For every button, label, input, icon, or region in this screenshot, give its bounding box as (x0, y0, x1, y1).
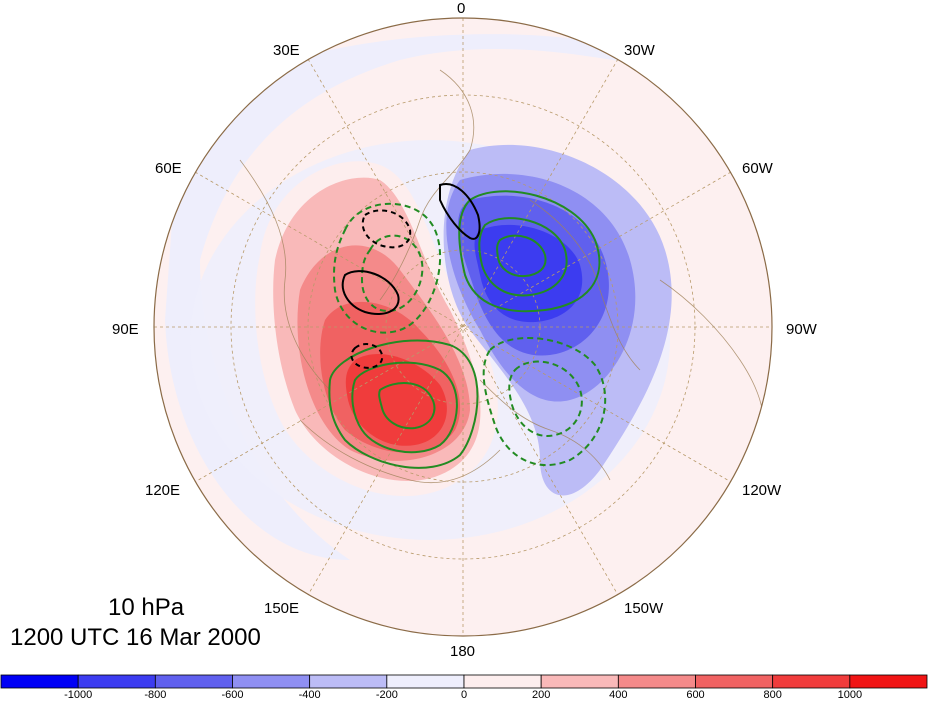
colorbar-swatch (154, 674, 233, 689)
lon-label-30e: 30E (273, 42, 300, 59)
colorbar-tick-label: 800 (763, 689, 782, 701)
colorbar-swatch (309, 674, 388, 689)
lon-label-180: 180 (450, 643, 476, 660)
colorbar-swatch (77, 674, 156, 689)
colorbar-swatch (463, 674, 542, 689)
colorbar-swatch (0, 674, 79, 689)
colorbar-tick-label: -400 (298, 689, 321, 701)
colorbar-swatch (540, 674, 619, 689)
lon-label-60e: 60E (155, 160, 182, 177)
lon-label-60w: 60W (742, 160, 773, 177)
lon-label-30w: 30W (624, 42, 655, 59)
colorbar-swatch (232, 674, 311, 689)
colorbar (0, 674, 928, 689)
negative-contour-outer (458, 190, 601, 313)
colorbar-tick-label: -600 (221, 689, 244, 701)
colorbar-tick-label: -800 (144, 689, 167, 701)
colorbar-swatch (617, 674, 696, 689)
lon-label-150e: 150E (264, 600, 300, 617)
colorbar-tick-label: 1000 (837, 689, 863, 701)
dashed-contour-east-inner (508, 360, 583, 437)
colorbar-tick-label: 200 (531, 689, 551, 701)
title-time: 1200 UTC 16 Mar 2000 (10, 624, 261, 651)
lon-label-150w: 150W (624, 600, 664, 617)
lon-label-90w: 90W (786, 321, 817, 338)
negative-contour-mid (478, 217, 568, 297)
black-dashed-contour-2 (350, 343, 384, 369)
positive-contour-mid (351, 361, 458, 454)
colorbar-swatch (849, 674, 928, 689)
negative-contour-inner (496, 234, 547, 278)
dashed-contour-west-inner (360, 234, 424, 312)
lon-label-90e: 90E (112, 321, 139, 338)
colorbar-tick-label: 400 (609, 689, 628, 701)
title-level: 10 hPa (108, 594, 185, 621)
map-boundary (153, 17, 773, 637)
black-contour-west (341, 270, 400, 315)
dashed-contour-east (482, 337, 607, 466)
colorbar-tick-label: 600 (686, 689, 705, 701)
black-contour-north (439, 183, 481, 240)
positive-contour-outer (328, 339, 479, 469)
colorbar-tick-label: -1000 (64, 689, 93, 701)
colorbar-tick-label: 0 (460, 689, 468, 701)
lon-label-0: 0 (457, 0, 466, 17)
black-dashed-contour-1 (361, 209, 412, 249)
graticule (154, 18, 772, 636)
colorbar-swatch (695, 674, 774, 689)
colorbar-swatch (772, 674, 851, 689)
positive-contour-inner (378, 382, 436, 430)
colorbar-swatch (386, 674, 465, 689)
colorbar-tick-label: -200 (375, 689, 398, 701)
lon-label-120e: 120E (145, 482, 181, 499)
lon-label-120w: 120W (742, 482, 782, 499)
contours (328, 183, 607, 469)
